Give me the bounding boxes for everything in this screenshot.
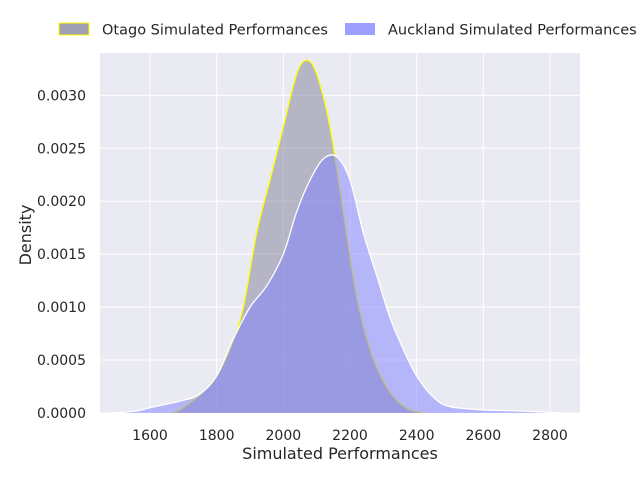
y-axis-label: Density [16, 205, 35, 266]
y-tick-label: 0.0000 [37, 406, 86, 422]
y-axis-ticks: 0.0000 0.0005 0.0010 0.0015 0.0020 0.0025 0.00… [37, 88, 86, 422]
legend-swatch [345, 23, 375, 35]
density-area-1 [113, 154, 564, 414]
x-tick-label: 1600 [132, 428, 168, 444]
y-tick-label: 0.0015 [37, 247, 86, 263]
x-tick-label: 2000 [266, 428, 302, 444]
x-axis-label: Simulated Performances [242, 444, 438, 463]
x-axis-ticks: 1600 1800 2000 2200 2400 2600 2800 [132, 428, 568, 444]
legend: Otago Simulated Performances Auckland Sim… [58, 22, 637, 39]
y-tick-label: 0.0010 [37, 300, 86, 316]
y-tick-label: 0.0025 [37, 141, 86, 157]
legend-label: Otago Simulated Performances [102, 23, 328, 39]
legend-item: Otago Simulated Performances [58, 22, 328, 39]
x-tick-label: 2400 [399, 428, 435, 444]
legend-label: Auckland Simulated Performances [388, 23, 637, 39]
density-line-1 [113, 154, 564, 414]
x-tick-label: 2600 [466, 428, 502, 444]
y-tick-label: 0.0020 [37, 194, 86, 210]
legend-item: Auckland Simulated Performances [345, 23, 637, 39]
x-tick-label: 2800 [532, 428, 568, 444]
y-tick-label: 0.0005 [37, 353, 86, 369]
legend-swatch [58, 22, 90, 36]
density-areas [113, 59, 564, 414]
x-tick-label: 1800 [199, 428, 235, 444]
x-tick-label: 2200 [332, 428, 368, 444]
y-tick-label: 0.0030 [37, 88, 86, 104]
